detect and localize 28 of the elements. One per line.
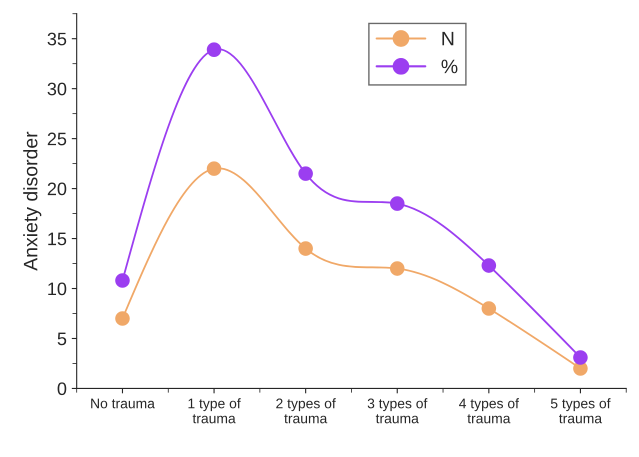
y-axis-title: Anxiety disorder [23, 132, 42, 271]
x-tick-label: 5 types of trauma [550, 398, 611, 424]
x-tick-label: 3 types of trauma [368, 398, 428, 424]
point [206, 161, 222, 176]
y-tick-label: 25 [48, 132, 66, 146]
legend-label: N [442, 32, 454, 46]
x-tick-label: 2 types of trauma [276, 398, 336, 424]
legend-label: % [442, 60, 458, 74]
point [482, 301, 496, 316]
point [390, 196, 405, 211]
point [298, 166, 313, 181]
point [206, 42, 222, 57]
y-tick-label: 10 [48, 282, 66, 296]
point [298, 241, 313, 256]
y-tick-label: 0 [58, 382, 66, 396]
point [115, 311, 130, 326]
y-tick-label: 15 [48, 232, 66, 246]
y-tick-label: 20 [48, 182, 66, 196]
x-tick-label: No trauma [91, 398, 155, 408]
point [115, 273, 130, 288]
point [390, 261, 405, 276]
point [573, 350, 588, 365]
y-tick-label: 5 [58, 332, 66, 346]
x-tick-label: 1 type of trauma [188, 398, 241, 424]
x-tick-label: 4 types of trauma [459, 398, 519, 424]
y-tick-label: 35 [48, 32, 66, 46]
point [482, 258, 496, 273]
y-tick-label: 30 [48, 82, 66, 96]
